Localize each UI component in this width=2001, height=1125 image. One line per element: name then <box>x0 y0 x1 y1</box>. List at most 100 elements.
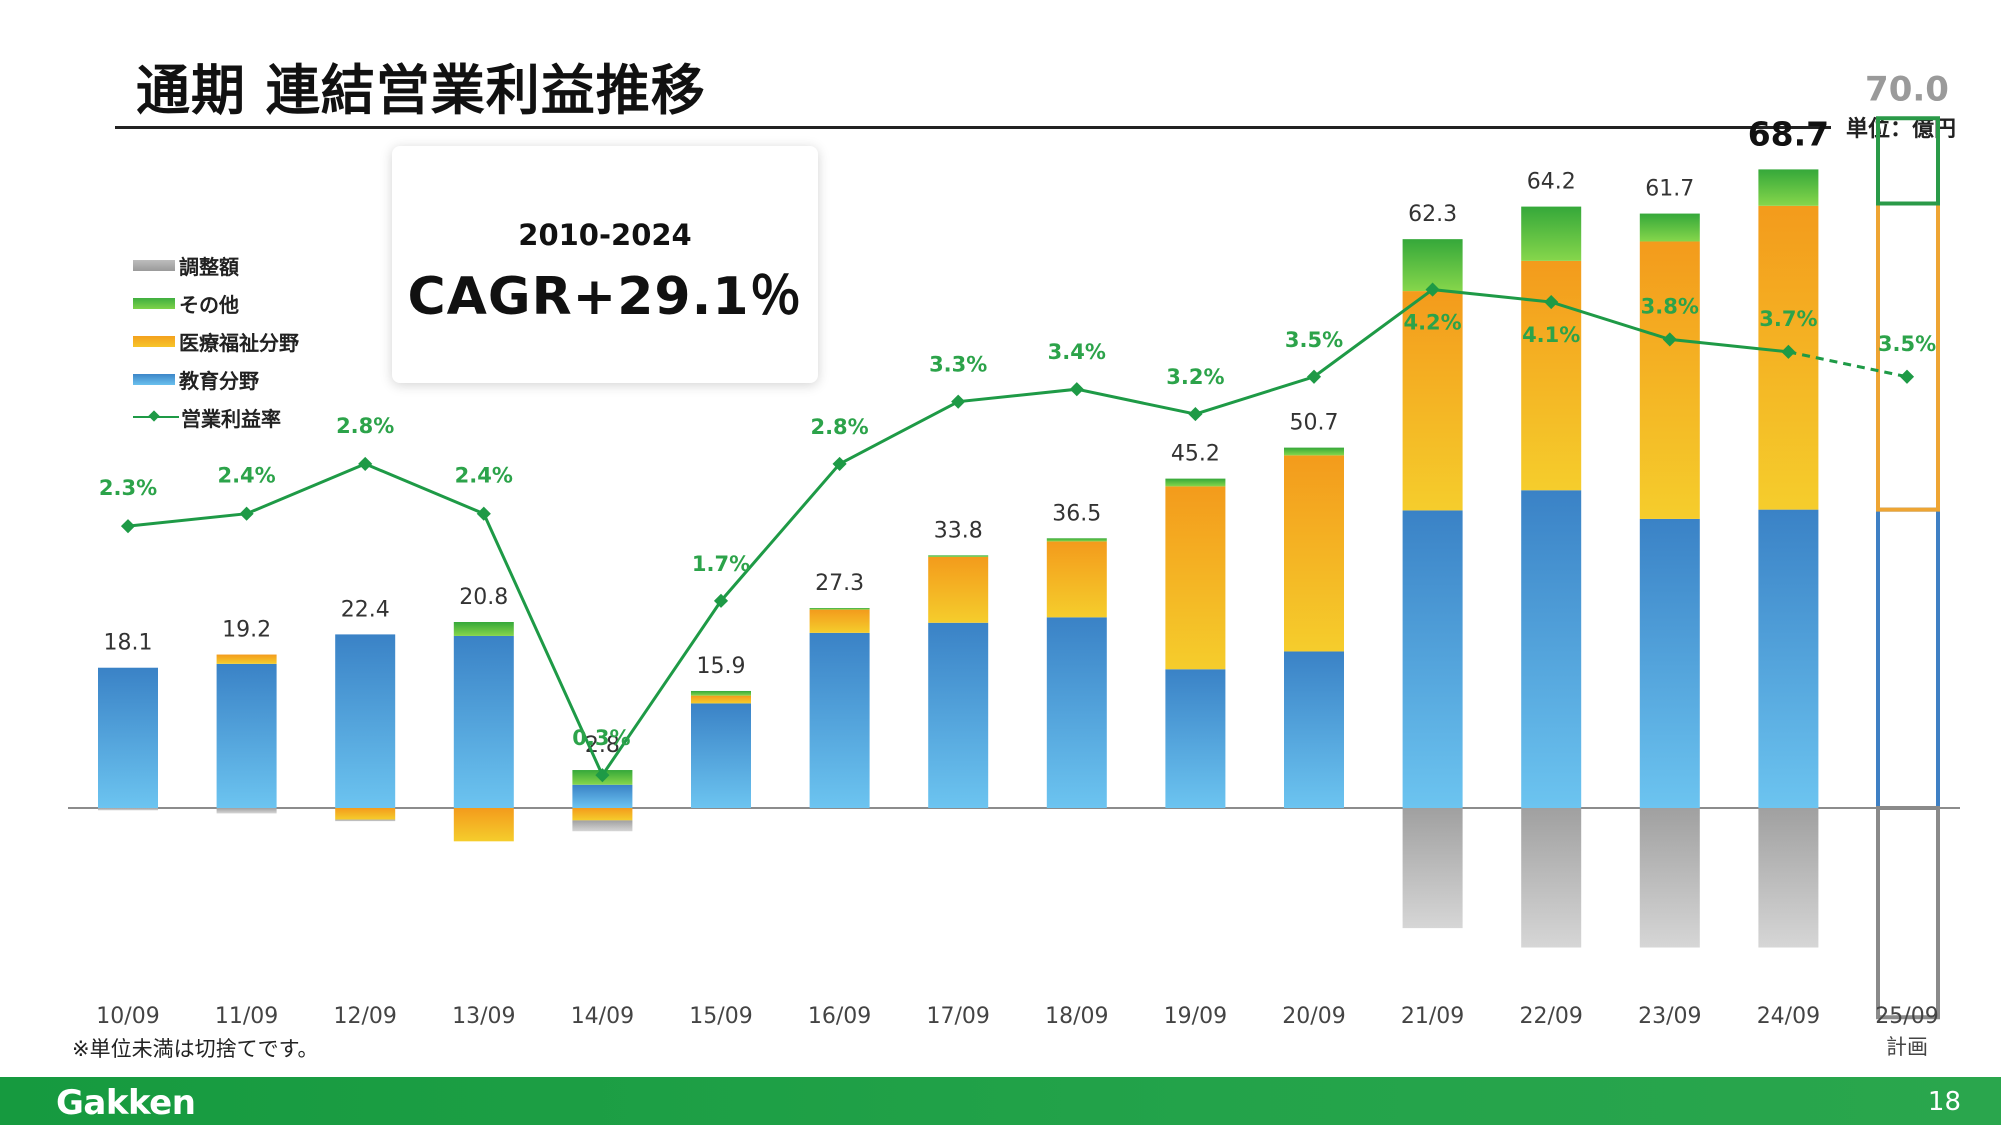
forecast-bar-education <box>1876 507 1940 810</box>
legend-swatch-other <box>133 297 175 309</box>
bar-medical <box>453 808 514 842</box>
bar-education <box>98 667 158 808</box>
bar-adjustment <box>1402 808 1463 929</box>
bar-total-label: 61.7 <box>1645 177 1694 202</box>
cagr-period: 2010-2024 <box>518 218 692 252</box>
margin-label: 0.3% <box>572 726 630 750</box>
margin-label: 3.7% <box>1759 307 1817 331</box>
margin-point <box>951 394 966 409</box>
x-tick-label: 13/09 <box>452 1004 515 1029</box>
bar-other <box>1758 169 1819 206</box>
bar-total-label: 20.8 <box>459 585 508 610</box>
bar-other <box>1402 239 1463 292</box>
margin-label: 4.2% <box>1403 311 1461 335</box>
bar-adjustment <box>98 808 158 811</box>
x-tick-label: 23/09 <box>1638 1004 1701 1029</box>
bar-total-label: 62.3 <box>1408 202 1457 227</box>
bar-total-label: 27.3 <box>815 571 864 596</box>
bar-adjustment <box>1521 808 1582 948</box>
margin-label: 3.2% <box>1166 365 1224 389</box>
x-tick-label: 16/09 <box>808 1004 871 1029</box>
margin-point <box>1899 369 1915 384</box>
margin-label: 3.5% <box>1878 332 1936 356</box>
x-tick-label: 24/09 <box>1757 1004 1820 1029</box>
bar-total-label: 18.1 <box>104 631 153 656</box>
bar-other <box>1046 538 1107 542</box>
bar-education <box>1758 509 1819 808</box>
bar-total-label: 50.7 <box>1290 411 1339 436</box>
brand-logo: Gakken <box>56 1083 196 1123</box>
bar-medical <box>809 609 870 633</box>
x-tick-label: 25/09 <box>1875 1004 1938 1029</box>
bar-other <box>928 555 989 557</box>
bar-medical <box>691 695 751 704</box>
bar-total-label: 15.9 <box>697 654 746 679</box>
cagr-value: CAGR+29.1％ <box>407 267 803 327</box>
bar-education <box>453 635 514 808</box>
legend-swatch-margin-line <box>133 411 179 423</box>
bar-adjustment <box>335 819 396 822</box>
legend-label: その他 <box>179 292 239 317</box>
margin-label: 1.7% <box>692 552 750 576</box>
margin-label: 2.4% <box>217 464 275 488</box>
bar-medical <box>335 808 396 820</box>
x-tick-label: 18/09 <box>1045 1004 1108 1029</box>
bar-adjustment <box>572 820 633 832</box>
legend-swatch-education <box>133 373 175 385</box>
margin-line-forecast <box>1788 350 1908 379</box>
bar-medical <box>1402 291 1463 511</box>
x-tick-sublabel: 計画 <box>1886 1035 1928 1059</box>
legend-item-medical: 医療福祉分野 <box>133 322 299 360</box>
x-tick-label: 17/09 <box>926 1004 989 1029</box>
margin-label: 2.4% <box>455 464 513 488</box>
margin-point <box>1425 282 1440 297</box>
bar-education <box>1402 510 1463 808</box>
margin-label: 3.4% <box>1048 340 1106 364</box>
page-number: 18 <box>1927 1087 1961 1117</box>
x-tick-label: 15/09 <box>689 1004 752 1029</box>
bar-total-label: 22.4 <box>341 597 390 622</box>
legend-swatch-adjustment <box>133 259 175 271</box>
legend-item-adjustment: 調整額 <box>133 246 299 284</box>
bar-education <box>1046 617 1107 808</box>
title-divider <box>115 126 1831 129</box>
legend-label: 医療福祉分野 <box>179 330 299 355</box>
operating-profit-chart: 18.1 19.2 22.4 20.8 2.8 15.9 27.3 33.8 36.5 45.2 5… <box>68 69 1960 1059</box>
bar-education <box>216 663 277 808</box>
bar-total-label: 64.2 <box>1527 170 1576 195</box>
bar-total-label: 36.5 <box>1052 501 1101 526</box>
margin-point <box>239 506 254 521</box>
margin-label: 4.1% <box>1522 323 1580 347</box>
footer-bar: Gakken 18 <box>0 1077 2001 1125</box>
bar-education <box>691 703 751 808</box>
bar-medical <box>1639 241 1700 519</box>
legend-label: 調整額 <box>179 254 239 279</box>
legend-label: 営業利益率 <box>181 406 281 431</box>
margin-label: 3.8% <box>1641 294 1699 318</box>
margin-point <box>595 768 610 783</box>
margin-point <box>1544 294 1559 310</box>
margin-point <box>1662 332 1677 347</box>
margin-point <box>1188 407 1203 422</box>
margin-point <box>120 519 136 534</box>
margin-point <box>713 593 729 608</box>
x-tick-label: 22/09 <box>1519 1004 1582 1029</box>
bar-other <box>1165 478 1226 487</box>
bar-adjustment <box>216 808 277 814</box>
bar-medical <box>928 556 989 623</box>
legend-item-other: その他 <box>133 284 299 322</box>
legend-swatch-medical <box>133 335 175 347</box>
bar-other <box>1284 447 1344 456</box>
bar-other <box>1639 213 1700 242</box>
bar-adjustment <box>1758 808 1819 948</box>
bar-education <box>1284 651 1344 808</box>
bar-education <box>1165 669 1226 808</box>
bar-education <box>809 632 870 808</box>
bar-total-label: 45.2 <box>1171 442 1220 467</box>
bar-adjustment <box>1639 808 1700 948</box>
margin-label: 3.5% <box>1285 328 1343 352</box>
x-tick-label: 21/09 <box>1401 1004 1464 1029</box>
bar-total-label: 33.8 <box>934 518 983 543</box>
x-tick-label: 12/09 <box>333 1004 396 1029</box>
bar-medical <box>1046 541 1107 618</box>
